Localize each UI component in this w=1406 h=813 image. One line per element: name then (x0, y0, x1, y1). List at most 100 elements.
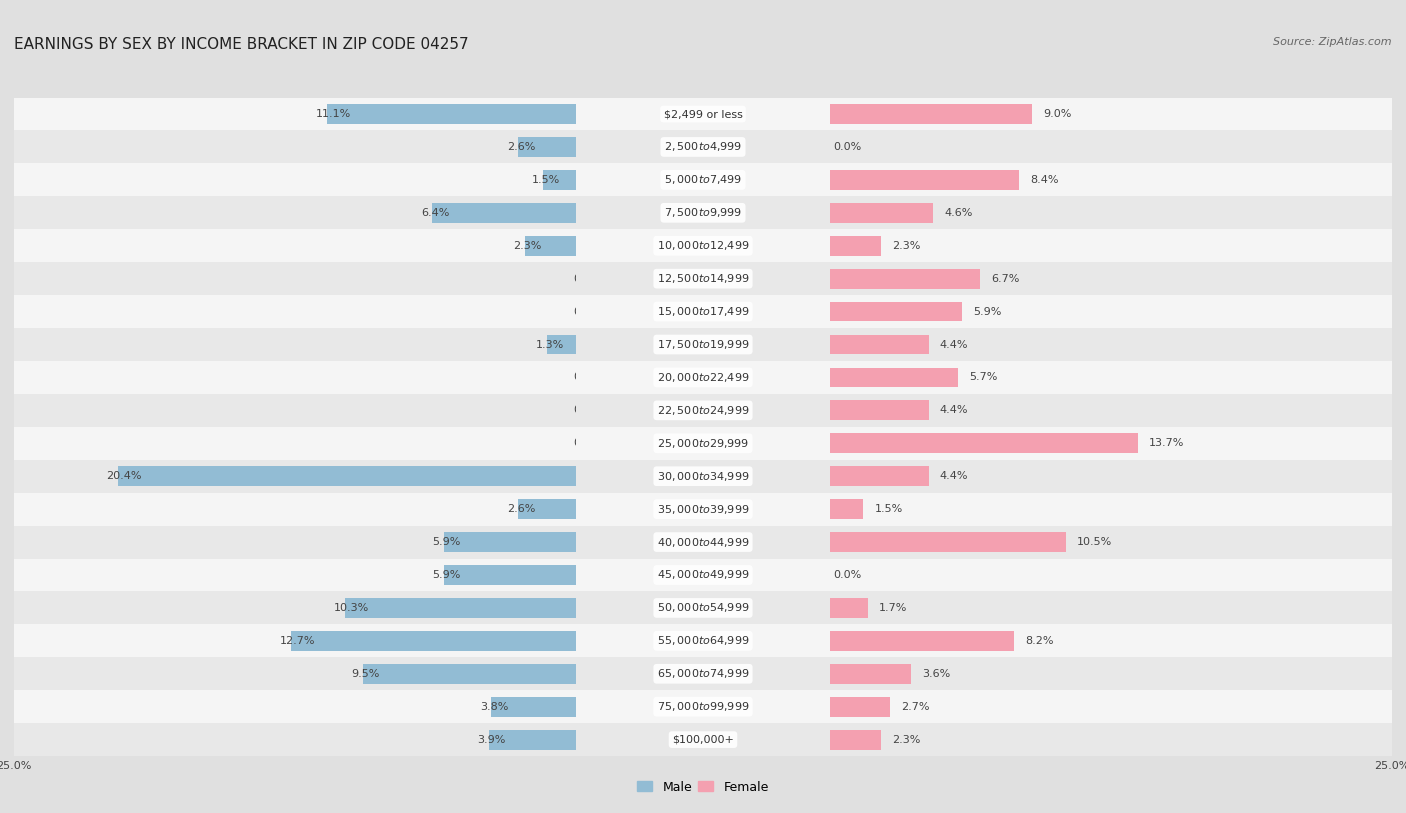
Bar (830, 624, 1392, 657)
Bar (14, 624, 576, 657)
Text: $75,000 to $99,999: $75,000 to $99,999 (657, 700, 749, 713)
Text: 2.3%: 2.3% (893, 241, 921, 250)
Bar (576, 394, 830, 427)
Bar (14, 657, 576, 690)
Bar (830, 427, 1392, 460)
Text: $40,000 to $44,999: $40,000 to $44,999 (657, 536, 749, 549)
Text: 0.0%: 0.0% (574, 438, 602, 448)
Bar (830, 526, 1392, 559)
Text: 13.7%: 13.7% (1149, 438, 1184, 448)
Text: 2.3%: 2.3% (513, 241, 541, 250)
Bar (14, 163, 576, 197)
Text: 5.9%: 5.9% (973, 307, 1002, 316)
Bar (14, 263, 576, 295)
Bar (576, 98, 830, 131)
Text: 11.1%: 11.1% (315, 109, 350, 119)
Legend: Male, Female: Male, Female (633, 776, 773, 798)
Bar (830, 598, 868, 618)
Bar (830, 269, 980, 289)
Text: $25,000 to $29,999: $25,000 to $29,999 (657, 437, 749, 450)
Text: EARNINGS BY SEX BY INCOME BRACKET IN ZIP CODE 04257: EARNINGS BY SEX BY INCOME BRACKET IN ZIP… (14, 37, 468, 51)
Bar (291, 631, 576, 650)
Bar (14, 460, 576, 493)
Text: $100,000+: $100,000+ (672, 735, 734, 745)
Bar (830, 367, 957, 387)
Bar (491, 697, 576, 716)
Text: $20,000 to $22,499: $20,000 to $22,499 (657, 371, 749, 384)
Bar (830, 657, 1392, 690)
Bar (576, 263, 830, 295)
Bar (517, 137, 576, 157)
Bar (118, 467, 576, 486)
Bar (576, 197, 830, 229)
Bar (576, 427, 830, 460)
Text: $65,000 to $74,999: $65,000 to $74,999 (657, 667, 749, 680)
Text: 5.9%: 5.9% (433, 570, 461, 580)
Bar (14, 229, 576, 263)
Text: 4.4%: 4.4% (939, 472, 969, 481)
Text: 12.7%: 12.7% (280, 636, 315, 646)
Bar (830, 263, 1392, 295)
Text: $55,000 to $64,999: $55,000 to $64,999 (657, 634, 749, 647)
Bar (576, 559, 830, 592)
Text: 1.5%: 1.5% (531, 175, 560, 185)
Bar (576, 493, 830, 526)
Bar (14, 526, 576, 559)
Text: 20.4%: 20.4% (107, 472, 142, 481)
Text: 3.9%: 3.9% (478, 735, 506, 745)
Bar (576, 592, 830, 624)
Bar (14, 130, 576, 163)
Bar (547, 335, 576, 354)
Bar (830, 697, 890, 716)
Bar (576, 526, 830, 559)
Bar (576, 328, 830, 361)
Bar (14, 394, 576, 427)
Bar (14, 295, 576, 328)
Bar (830, 302, 962, 321)
Text: $45,000 to $49,999: $45,000 to $49,999 (657, 568, 749, 581)
Text: 6.7%: 6.7% (991, 274, 1019, 284)
Text: $17,500 to $19,999: $17,500 to $19,999 (657, 338, 749, 351)
Text: 0.0%: 0.0% (574, 307, 602, 316)
Bar (830, 533, 1066, 552)
Bar (14, 559, 576, 592)
Bar (363, 664, 576, 684)
Bar (14, 197, 576, 229)
Bar (14, 592, 576, 624)
Bar (576, 624, 830, 657)
Text: $5,000 to $7,499: $5,000 to $7,499 (664, 173, 742, 186)
Bar (444, 533, 576, 552)
Bar (326, 104, 576, 124)
Bar (830, 361, 1392, 394)
Bar (830, 170, 1018, 189)
Text: 5.7%: 5.7% (969, 372, 997, 382)
Bar (830, 460, 1392, 493)
Bar (576, 163, 830, 197)
Bar (489, 730, 576, 750)
Bar (576, 460, 830, 493)
Text: 0.0%: 0.0% (574, 372, 602, 382)
Bar (14, 724, 576, 756)
Text: $2,499 or less: $2,499 or less (664, 109, 742, 119)
Bar (576, 690, 830, 724)
Text: 3.6%: 3.6% (922, 669, 950, 679)
Text: 0.0%: 0.0% (832, 142, 860, 152)
Bar (830, 631, 1014, 650)
Text: 9.5%: 9.5% (352, 669, 380, 679)
Bar (543, 170, 576, 189)
Bar (830, 98, 1392, 131)
Text: 2.6%: 2.6% (506, 504, 536, 514)
Bar (830, 559, 1392, 592)
Text: $7,500 to $9,999: $7,500 to $9,999 (664, 207, 742, 220)
Text: 5.9%: 5.9% (433, 537, 461, 547)
Text: 8.4%: 8.4% (1029, 175, 1059, 185)
Bar (830, 499, 863, 519)
Text: 0.0%: 0.0% (832, 570, 860, 580)
Text: 4.4%: 4.4% (939, 340, 969, 350)
Text: 10.5%: 10.5% (1077, 537, 1112, 547)
Text: 1.5%: 1.5% (875, 504, 903, 514)
Text: 1.3%: 1.3% (536, 340, 564, 350)
Bar (14, 361, 576, 394)
Text: $30,000 to $34,999: $30,000 to $34,999 (657, 470, 749, 483)
Bar (576, 361, 830, 394)
